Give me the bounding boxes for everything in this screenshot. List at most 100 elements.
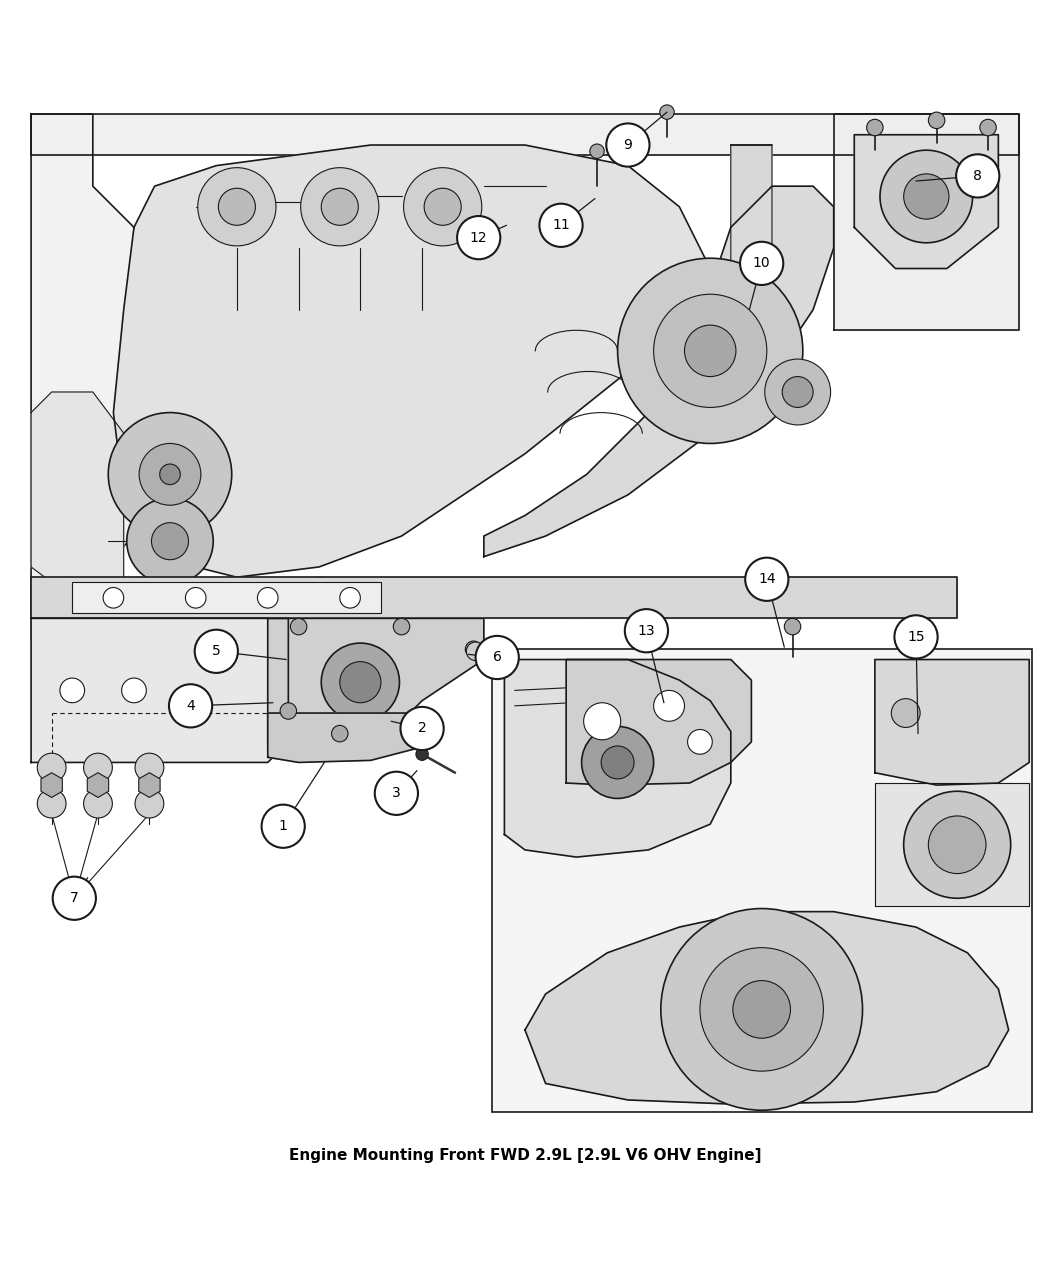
Circle shape	[300, 168, 379, 246]
FancyBboxPatch shape	[492, 649, 1032, 1112]
Text: 4: 4	[186, 699, 195, 713]
Circle shape	[980, 120, 996, 135]
Circle shape	[602, 746, 634, 779]
Polygon shape	[834, 115, 1018, 330]
Circle shape	[394, 618, 410, 635]
Circle shape	[784, 618, 801, 635]
Circle shape	[218, 189, 255, 226]
Text: 15: 15	[907, 630, 925, 644]
Polygon shape	[113, 145, 710, 578]
Circle shape	[659, 105, 674, 120]
Circle shape	[403, 168, 482, 246]
Circle shape	[340, 662, 381, 703]
Circle shape	[621, 124, 635, 138]
Circle shape	[60, 678, 85, 703]
Circle shape	[540, 204, 583, 247]
Circle shape	[904, 173, 949, 219]
Polygon shape	[32, 391, 124, 598]
Circle shape	[135, 789, 164, 819]
Circle shape	[135, 754, 164, 782]
Circle shape	[416, 748, 428, 760]
Polygon shape	[32, 618, 289, 762]
Text: 9: 9	[624, 138, 632, 152]
Polygon shape	[875, 659, 1029, 785]
Circle shape	[321, 643, 399, 722]
Polygon shape	[566, 659, 752, 785]
Circle shape	[321, 189, 358, 226]
Text: 10: 10	[753, 256, 771, 270]
Circle shape	[617, 259, 803, 444]
Circle shape	[891, 699, 920, 728]
Circle shape	[340, 588, 360, 608]
Circle shape	[928, 816, 986, 873]
Text: 7: 7	[70, 891, 79, 905]
Circle shape	[160, 464, 181, 484]
Text: 5: 5	[212, 644, 220, 658]
Circle shape	[625, 609, 668, 653]
Circle shape	[700, 947, 823, 1071]
Polygon shape	[268, 618, 484, 747]
Circle shape	[764, 360, 831, 425]
Circle shape	[457, 215, 500, 259]
Circle shape	[866, 120, 883, 135]
Circle shape	[466, 643, 485, 660]
Circle shape	[257, 588, 278, 608]
Circle shape	[904, 792, 1011, 899]
Text: 1: 1	[278, 820, 288, 834]
Polygon shape	[484, 186, 834, 557]
Text: 2: 2	[418, 722, 426, 736]
Circle shape	[740, 242, 783, 286]
Circle shape	[606, 124, 650, 167]
Circle shape	[103, 588, 124, 608]
Circle shape	[261, 805, 304, 848]
Circle shape	[186, 588, 206, 608]
Polygon shape	[32, 115, 134, 639]
Circle shape	[880, 150, 972, 242]
Circle shape	[37, 754, 66, 782]
Circle shape	[122, 678, 146, 703]
Circle shape	[660, 909, 862, 1111]
Circle shape	[169, 685, 212, 728]
Circle shape	[590, 144, 604, 158]
Circle shape	[424, 189, 461, 226]
Circle shape	[400, 706, 444, 750]
Text: 11: 11	[552, 218, 570, 232]
Text: 12: 12	[470, 231, 487, 245]
Circle shape	[476, 636, 519, 680]
Circle shape	[375, 771, 418, 815]
Circle shape	[127, 499, 213, 584]
Text: 3: 3	[392, 787, 401, 801]
Circle shape	[582, 727, 653, 798]
Circle shape	[139, 444, 201, 505]
Polygon shape	[875, 783, 1029, 907]
Circle shape	[782, 376, 813, 408]
Circle shape	[653, 295, 766, 408]
Circle shape	[151, 523, 189, 560]
Polygon shape	[855, 135, 999, 269]
Text: 6: 6	[492, 650, 502, 664]
Circle shape	[280, 703, 296, 719]
Text: 14: 14	[758, 572, 776, 586]
Circle shape	[584, 703, 621, 740]
Circle shape	[194, 630, 238, 673]
FancyBboxPatch shape	[72, 583, 381, 613]
Circle shape	[84, 754, 112, 782]
Circle shape	[197, 168, 276, 246]
Circle shape	[465, 641, 482, 658]
Text: 13: 13	[637, 623, 655, 638]
Circle shape	[957, 154, 1000, 198]
Circle shape	[895, 616, 938, 658]
Polygon shape	[32, 115, 1018, 156]
Circle shape	[688, 729, 712, 755]
Text: Engine Mounting Front FWD 2.9L [2.9L V6 OHV Engine]: Engine Mounting Front FWD 2.9L [2.9L V6 …	[289, 1149, 761, 1163]
Polygon shape	[32, 578, 958, 618]
Circle shape	[332, 725, 348, 742]
Circle shape	[685, 325, 736, 376]
Circle shape	[733, 980, 791, 1038]
Circle shape	[291, 618, 307, 635]
Polygon shape	[504, 659, 731, 857]
Circle shape	[928, 112, 945, 129]
Circle shape	[52, 877, 96, 919]
Circle shape	[84, 789, 112, 819]
Circle shape	[653, 690, 685, 722]
